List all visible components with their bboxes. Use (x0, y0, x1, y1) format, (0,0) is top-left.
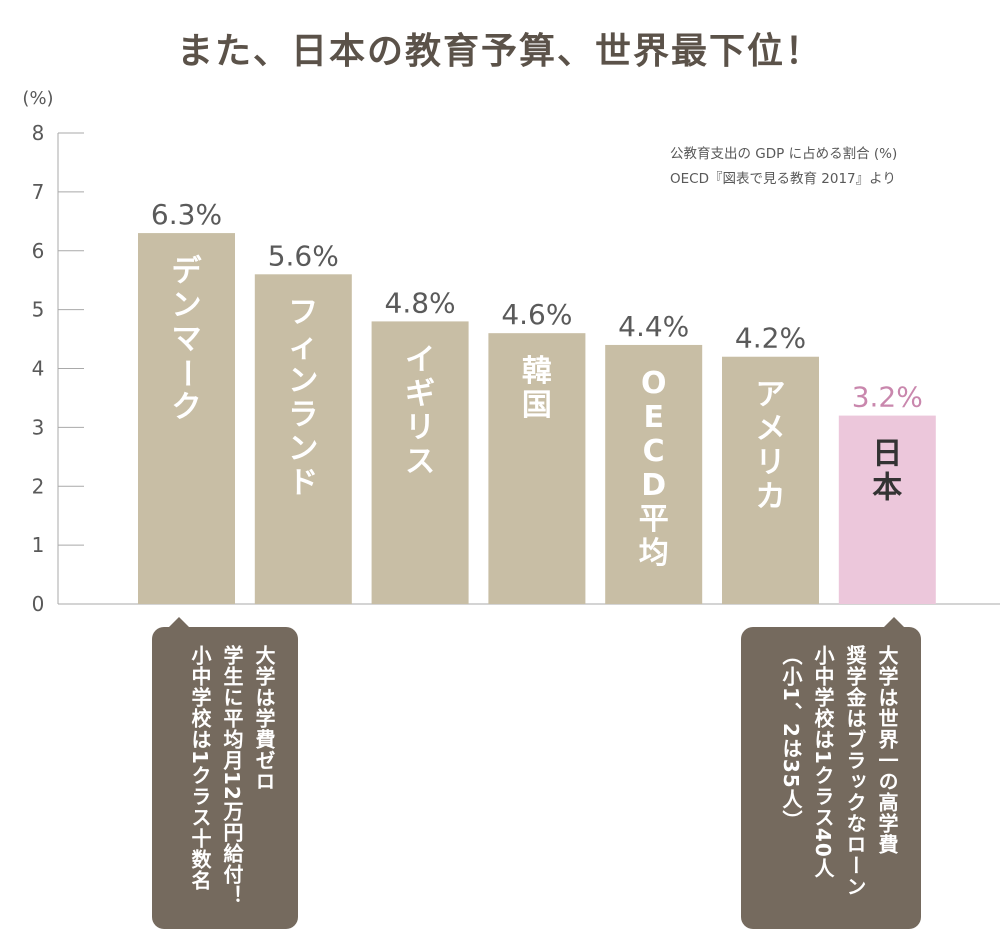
source-note: 公教育支出の GDP に占める割合 (%) (670, 145, 897, 162)
bar-6 (838, 415, 936, 604)
callout-pointer (884, 617, 904, 627)
category-label: デ (172, 254, 203, 289)
source-note: OECD『図表で見る教育 2017』より (670, 171, 896, 187)
bar-value-label: 5.6% (268, 239, 339, 272)
category-label: O (641, 366, 667, 401)
bar-0 (138, 233, 235, 604)
y-tick-label: 0 (32, 592, 45, 616)
bar-value-label: 3.2% (852, 381, 923, 414)
bar-value-label: 4.2% (735, 322, 806, 355)
bar-2 (371, 321, 469, 604)
category-label-part: E (643, 400, 664, 435)
category-label-part: D (641, 468, 666, 503)
category-label: イ (405, 342, 435, 377)
callout-japan: 大学は世界一の高学費 奨学金はブラックなローン 小中学校は1クラス40人 （小1… (741, 617, 921, 929)
category-label-part: ン (288, 363, 318, 398)
y-axis-unit: (%) (22, 88, 53, 109)
category-label: ア (756, 378, 786, 413)
category-label-part: リ (756, 446, 786, 481)
category-label-part: ス (405, 444, 435, 479)
y-tick-label: 3 (32, 415, 45, 439)
callout-denmark: 大学は学費ゼロ 学生に平均月12万円給付！ 小中学校は1クラス十数名 (152, 617, 298, 929)
category-label-part: ギ (405, 376, 435, 411)
category-label: 韓 (522, 354, 552, 389)
bar-3 (488, 333, 586, 604)
callout-japan-text: 大学は世界一の高学費 奨学金はブラックなローン 小中学校は1クラス40人 （小1… (779, 645, 899, 897)
y-tick-label: 5 (32, 298, 45, 322)
bar-value-label: 6.3% (151, 198, 222, 231)
category-label-part: ー (169, 358, 204, 388)
category-label-part: 均 (639, 536, 669, 571)
category-label-part: 平 (639, 502, 669, 537)
category-label-part: ン (288, 431, 318, 466)
y-tick-label: 8 (32, 121, 45, 145)
y-tick-label: 1 (32, 533, 45, 557)
y-tick-label: 6 (32, 239, 45, 263)
category-label-part: リ (405, 410, 435, 445)
category-label: 日 (872, 437, 902, 472)
bar-value-label: 4.8% (385, 286, 456, 319)
bar-value-label: 4.6% (501, 298, 572, 331)
chart-title: また、日本の教育予算、世界最下位！ (176, 31, 823, 72)
category-label-part: カ (756, 480, 786, 515)
callout-pointer (169, 617, 189, 627)
category-label-part: ク (172, 390, 202, 425)
category-label-part: ィ (288, 329, 318, 364)
category-label-part: 本 (872, 471, 902, 506)
category-label-part: ン (172, 288, 202, 323)
bar-4 (605, 344, 703, 604)
bar-1 (254, 274, 352, 604)
callout-denmark-text: 大学は学費ゼロ 学生に平均月12万円給付！ 小中学校は1クラス十数名 (188, 645, 276, 906)
category-label-part: ド (288, 465, 318, 500)
category-label-part: マ (172, 322, 202, 357)
category-label-part: 国 (522, 388, 552, 423)
y-tick-label: 7 (32, 180, 45, 204)
category-label: フ (288, 295, 318, 330)
y-tick-label: 4 (32, 357, 45, 381)
category-label-part: C (643, 434, 665, 469)
y-tick-label: 2 (32, 474, 45, 498)
bar-value-label: 4.4% (618, 310, 689, 343)
category-label-part: ラ (288, 397, 318, 432)
bar-5 (722, 356, 819, 604)
category-label-part: メ (756, 412, 786, 447)
